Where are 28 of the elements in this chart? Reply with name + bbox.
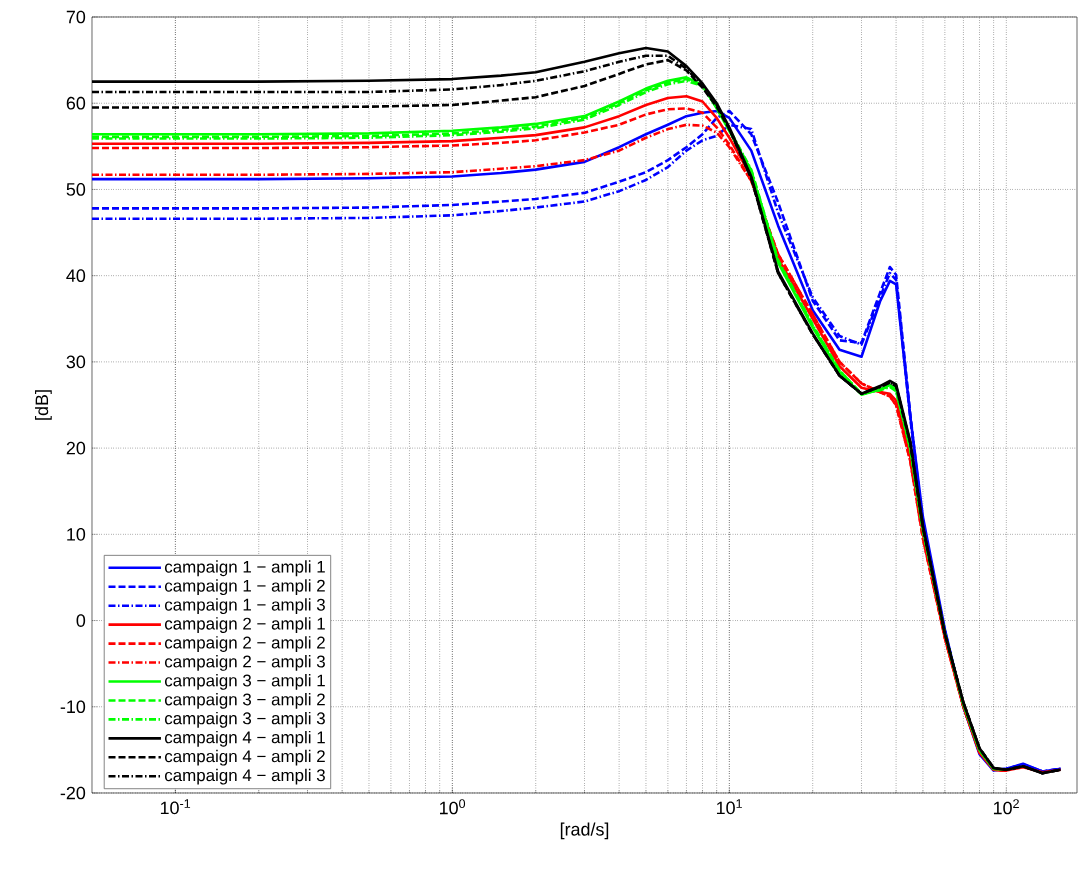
y-tick-label: 30: [66, 355, 86, 369]
legend-label: campaign 3 − ampli 1: [164, 674, 325, 690]
y-tick-label: 50: [66, 183, 86, 196]
x-axis-title: [rad/s]: [560, 822, 609, 840]
legend-label: campaign 3 − ampli 2: [164, 692, 325, 709]
legend-label: campaign 4 − ampli 3: [164, 768, 325, 785]
legend-label: campaign 4 − ampli 1: [164, 730, 325, 747]
y-tick-label: 70: [66, 10, 86, 24]
legend-label: campaign 1 − ampli 3: [164, 598, 325, 615]
y-axis-title: [dB]: [35, 390, 52, 420]
y-tick-label: 10: [67, 527, 86, 541]
legend-label: campaign 1 − ampli 2: [164, 579, 325, 596]
y-tick-label: 20: [66, 441, 86, 455]
legend-label: campaign 2 − ampli 2: [164, 636, 325, 652]
legend-label: campaign 1 − ampli 1: [164, 560, 325, 577]
x-tick-label: 10$^{0}$: [440, 799, 466, 815]
legend-label: campaign 2 − ampli 3: [164, 655, 325, 671]
legend-label: campaign 4 − ampli 2: [164, 749, 325, 766]
x-tick-label: 10$^{-1}$: [160, 799, 191, 815]
legend-label: campaign 3 − ampli 3: [164, 711, 325, 728]
y-tick-label: 0: [76, 614, 86, 627]
y-tick-label: -10: [60, 700, 86, 714]
y-tick-label: 40: [66, 269, 86, 283]
legend-label: campaign 2 − ampli 1: [164, 617, 325, 633]
x-tick-label: 10$^{1}$: [716, 799, 742, 815]
x-tick-label: 10$^{2}$: [993, 799, 1019, 815]
y-tick-label: -20: [60, 786, 86, 800]
y-tick-label: 60: [66, 96, 86, 110]
